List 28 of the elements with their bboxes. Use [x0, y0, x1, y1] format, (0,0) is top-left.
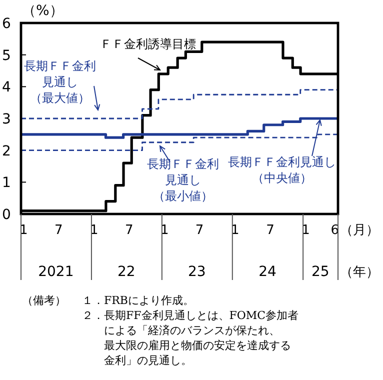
series-label: 長期ＦＦ金利見通し（中央値）	[228, 155, 336, 185]
y-tick-label: 0	[2, 207, 11, 223]
x-tick-label: 7	[124, 223, 134, 238]
y-tick-label: 4	[2, 80, 11, 96]
x2-tick-label: 25	[312, 264, 330, 280]
x-axis-title: （月）	[340, 223, 379, 238]
x2-axis-title: （年）	[340, 265, 379, 280]
x2-tick-label: 23	[188, 264, 206, 280]
x2-tick-label: 22	[117, 264, 136, 280]
x-tick-label: 1	[20, 223, 28, 238]
text: １．FRBにより作成。	[82, 294, 194, 307]
y-tick-label: 3	[2, 112, 11, 128]
x2-tick-label: 2021	[38, 264, 74, 280]
series-label: 長期ＦＦ金利見通し（最大値）	[24, 59, 96, 105]
series-label: ＦＦ金利誘導目標	[100, 37, 196, 51]
text: ２．長期FF金利見通しとは、FOMC参加者による「経済のバランスが保たれ、最大限の雇用と物価の安定を達成する金利」の見通し。	[82, 309, 299, 367]
y-axis-title: （%）	[22, 3, 64, 19]
x2-tick-label: 24	[258, 264, 277, 280]
y-tick-label: 6	[2, 16, 11, 32]
x-tick-label: 7	[54, 223, 63, 238]
x-tick-label: 1	[230, 223, 240, 238]
series-label: 長期ＦＦ金利見通し（最小値）	[147, 157, 219, 203]
text: （備考）	[22, 294, 66, 307]
x-tick-label: 7	[195, 223, 204, 238]
y-tick-label: 2	[2, 143, 11, 160]
y-tick-label: 1	[2, 175, 11, 192]
y-tick-label: 5	[2, 48, 11, 64]
x-tick-label: 7	[266, 223, 274, 238]
